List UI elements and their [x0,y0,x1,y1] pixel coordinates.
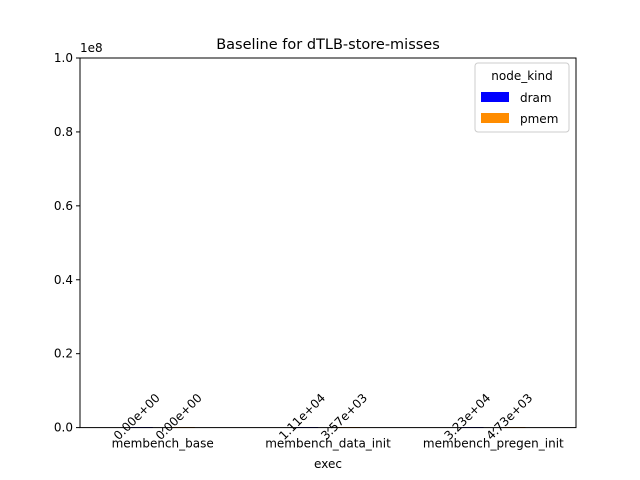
x-axis-title: exec [314,457,342,471]
x-tick-label: membench_data_init [265,437,391,451]
x-axis: membench_base membench_data_init membench_… [112,427,564,451]
legend-label-pmem: pmem [520,112,558,126]
legend: node_kind dram pmem [474,62,570,133]
y-tick-label: 0.4 [54,273,73,287]
y-tick-label: 0.8 [54,125,73,139]
y-tick-label: 0.6 [54,199,73,213]
y-axis: 0.0 0.2 0.4 0.6 0.8 1.0 [54,51,80,435]
y-tick-label: 0.2 [54,347,73,361]
chart-title: Baseline for dTLB-store-misses [216,37,440,53]
x-tick-label: membench_pregen_init [423,437,564,451]
legend-swatch-pmem [481,113,509,123]
legend-title: node_kind [491,69,552,83]
legend-label-dram: dram [520,91,552,105]
legend-swatch-dram [481,92,509,102]
y-offset-label: 1e8 [80,41,103,55]
data-labels-group: 0.00e+00 1.11e+04 3.23e+040.00e+00 3.57e+03… [111,391,536,443]
x-tick-label: membench_base [112,437,214,451]
y-tick-label: 0.0 [54,421,73,435]
y-tick-label: 1.0 [54,51,73,65]
